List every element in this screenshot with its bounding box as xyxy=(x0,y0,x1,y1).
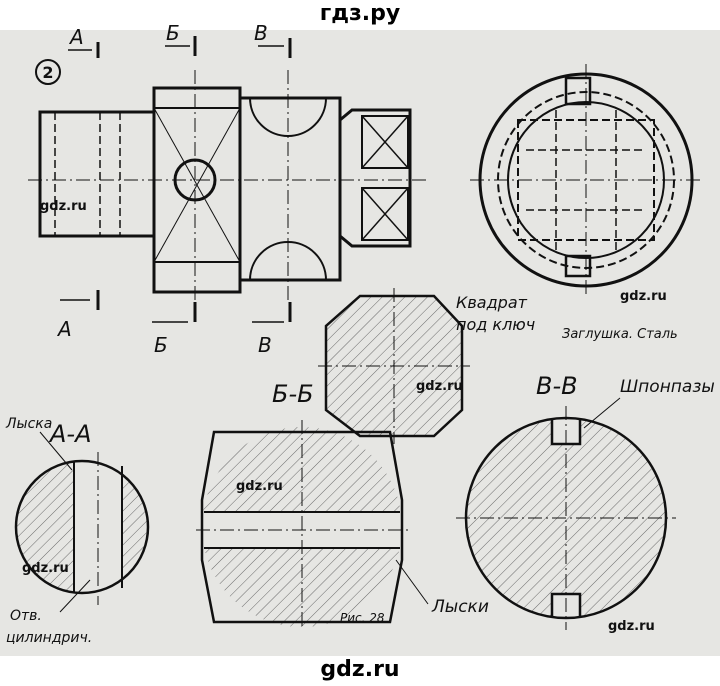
mark-a-bottom: А xyxy=(56,317,72,341)
watermark: gdz.ru xyxy=(22,561,69,576)
square-note-line1: Квадрат xyxy=(456,293,528,312)
watermark: gdz.ru xyxy=(236,479,283,494)
cutting-plane-marks xyxy=(60,36,292,323)
section-aa-labels: Лыска Отв. цилиндрич. xyxy=(5,416,92,646)
keyways-label: Шпонпазы xyxy=(620,377,715,397)
section-bb-title: Б-Б xyxy=(272,380,314,408)
figure-caption: Рис. 28 xyxy=(340,611,385,625)
section-aa-title: А-А xyxy=(48,420,92,448)
section-aa xyxy=(14,452,150,605)
hole-label-line2: цилиндрич. xyxy=(6,630,92,646)
site-header: гдз.ру xyxy=(319,1,401,26)
flats-label: Лыски xyxy=(431,597,489,617)
flats-label-group: Лыски xyxy=(395,559,489,617)
plug-caption: Заглушка. Сталь xyxy=(562,327,678,342)
mark-v-top: В xyxy=(254,21,268,45)
watermarks: gdz.ru gdz.ru gdz.ru gdz.ru gdz.ru gdz.r… xyxy=(22,199,667,634)
square-section xyxy=(318,288,470,444)
square-note-line2: под ключ xyxy=(456,315,535,334)
mark-b-top: Б xyxy=(166,21,180,45)
mark-a-top: А xyxy=(68,25,84,49)
section-vv-title: В-В xyxy=(536,372,578,400)
plug-end-view xyxy=(470,64,700,296)
watermark: gdz.ru xyxy=(416,379,463,394)
mark-b-bottom: Б xyxy=(154,333,168,357)
part-side-view xyxy=(28,70,428,300)
flat-label: Лыска xyxy=(5,416,52,432)
square-note: Квадрат под ключ xyxy=(456,293,535,334)
section-vv xyxy=(456,406,676,630)
figure-number-badge: 2 xyxy=(35,59,61,85)
watermark: gdz.ru xyxy=(620,289,667,304)
watermark: gdz.ru xyxy=(608,619,655,634)
watermark: gdz.ru xyxy=(40,199,87,214)
keyways-label-group: Шпонпазы xyxy=(583,377,715,429)
hole-label-line1: Отв. xyxy=(10,608,42,624)
section-bb xyxy=(196,420,408,630)
site-footer: gdz.ru xyxy=(320,657,400,682)
mark-v-bottom: В xyxy=(258,333,272,357)
cutting-plane-letters: А А Б Б В В xyxy=(56,21,272,357)
figure-number: 2 xyxy=(42,63,53,82)
